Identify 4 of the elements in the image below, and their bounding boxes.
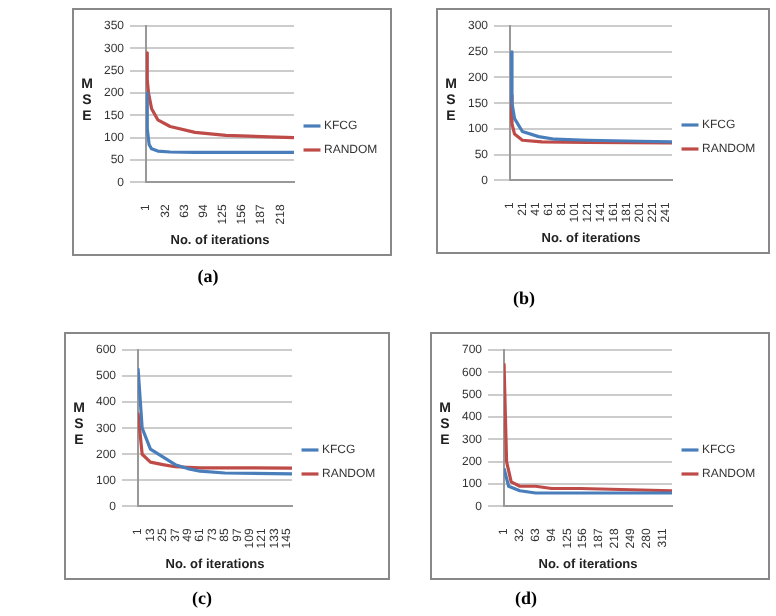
text: (d) <box>515 588 537 608</box>
text: (b) <box>513 288 535 308</box>
text: (c) <box>192 588 212 608</box>
text: (a) <box>197 266 219 286</box>
